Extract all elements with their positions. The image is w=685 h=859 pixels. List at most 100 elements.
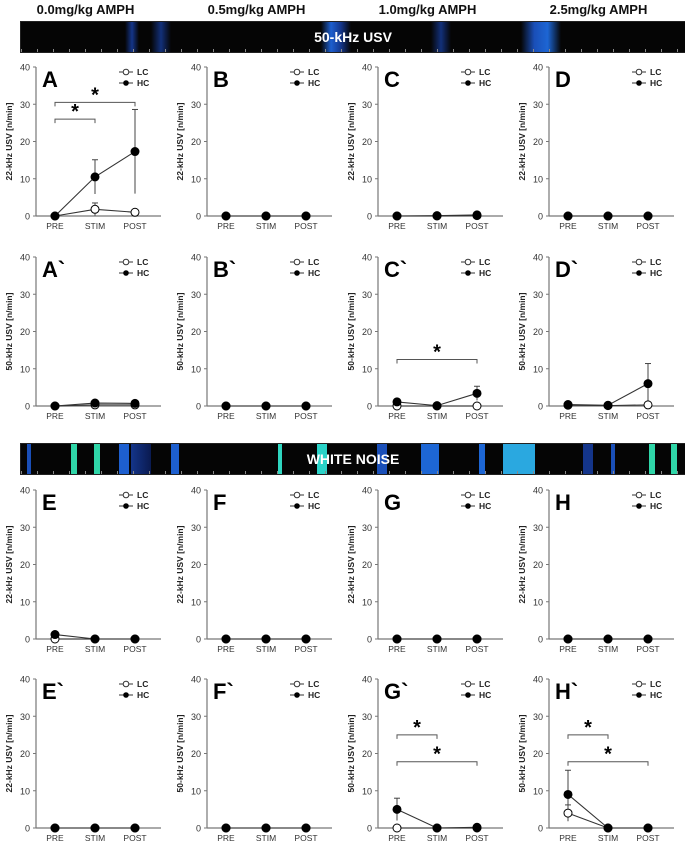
legend-hc-marker-icon (294, 80, 300, 86)
legend-lc-marker-icon (465, 69, 471, 75)
panel-letter: H` (555, 679, 578, 704)
y-tick-label: 30 (533, 523, 543, 533)
legend-lc-label: LC (479, 490, 490, 500)
x-tick-label: STIM (598, 644, 618, 654)
y-tick-label: 0 (538, 212, 543, 222)
x-tick-label: STIM (85, 644, 105, 654)
legend-lc-marker-icon (294, 69, 300, 75)
data-point-hc (302, 402, 310, 410)
y-tick-label: 10 (20, 597, 30, 607)
panel-letter: B` (213, 257, 236, 282)
legend-hc-marker-icon (465, 503, 471, 509)
legend-hc-label: HC (479, 78, 491, 88)
x-tick-label: STIM (427, 221, 447, 231)
panel-letter: E (42, 490, 57, 515)
y-tick-label: 10 (191, 786, 201, 796)
y-tick-label: 40 (20, 63, 30, 73)
y-axis-label: 22-kHz USV [n/min] (175, 525, 185, 603)
spectrogram-ticks (21, 471, 685, 474)
data-point-hc (433, 824, 441, 832)
data-point-lc (644, 401, 652, 409)
data-point-hc (393, 635, 401, 643)
legend-lc-marker-icon (123, 492, 129, 498)
legend-hc-label: HC (137, 501, 149, 511)
data-point-hc (222, 635, 230, 643)
legend-lc-marker-icon (123, 681, 129, 687)
legend-lc-label: LC (650, 67, 661, 77)
y-tick-label: 30 (191, 100, 201, 110)
y-axis-label: 22-kHz USV [n/min] (517, 102, 527, 180)
legend-lc-marker-icon (294, 681, 300, 687)
y-tick-label: 10 (191, 364, 201, 374)
y-axis-label: 50-kHz USV [n/min] (346, 714, 356, 792)
data-point-hc (644, 824, 652, 832)
x-tick-label: PRE (388, 644, 406, 654)
y-tick-label: 0 (25, 212, 30, 222)
significance-star: * (91, 84, 99, 106)
legend-hc-marker-icon (123, 80, 129, 86)
data-point-hc (91, 173, 99, 181)
legend-lc-label: LC (479, 67, 490, 77)
y-tick-label: 0 (538, 635, 543, 645)
y-axis-label: 50-kHz USV [n/min] (175, 714, 185, 792)
panel-letter: C (384, 67, 400, 92)
x-tick-label: STIM (85, 411, 105, 421)
data-point-hc (302, 824, 310, 832)
panel-letter: F` (213, 679, 234, 704)
y-tick-label: 0 (25, 635, 30, 645)
y-axis-label: 22-kHz USV [n/min] (4, 102, 14, 180)
data-point-hc (91, 824, 99, 832)
legend-lc-label: LC (650, 490, 661, 500)
legend-hc-marker-icon (636, 270, 642, 276)
y-tick-label: 40 (533, 675, 543, 685)
significance-star: * (433, 341, 441, 363)
data-point-lc (91, 205, 99, 213)
x-tick-label: PRE (559, 221, 577, 231)
data-point-lc (131, 208, 139, 216)
x-tick-label: STIM (256, 411, 276, 421)
legend-lc-label: LC (137, 257, 148, 267)
y-tick-label: 10 (191, 597, 201, 607)
data-point-hc (222, 824, 230, 832)
data-point-hc (302, 635, 310, 643)
y-tick-label: 40 (533, 486, 543, 496)
x-tick-label: STIM (427, 644, 447, 654)
x-tick-label: PRE (217, 221, 235, 231)
legend-lc-label: LC (479, 679, 490, 689)
legend-hc-label: HC (308, 690, 320, 700)
legend-hc-marker-icon (465, 270, 471, 276)
spectrogram-50khz-usv: 50-kHz USV (20, 21, 685, 53)
data-point-hc (51, 402, 59, 410)
data-point-hc (131, 399, 139, 407)
y-tick-label: 30 (20, 523, 30, 533)
legend-hc-label: HC (308, 501, 320, 511)
legend-hc-label: HC (308, 268, 320, 278)
panel-letter: A` (42, 257, 65, 282)
legend-hc-label: HC (308, 78, 320, 88)
legend-lc-marker-icon (636, 69, 642, 75)
x-tick-label: POST (465, 644, 488, 654)
data-point-hc (604, 635, 612, 643)
y-tick-label: 20 (533, 137, 543, 147)
x-tick-label: STIM (256, 644, 276, 654)
y-axis-label: 22-kHz USV [n/min] (346, 102, 356, 180)
series-line-hc (568, 794, 648, 828)
panel-letter: H (555, 490, 571, 515)
data-point-hc (644, 212, 652, 220)
y-tick-label: 30 (20, 712, 30, 722)
legend-hc-marker-icon (636, 80, 642, 86)
column-header-0mg: 0.0mg/kg AMPH (0, 2, 171, 17)
y-tick-label: 0 (367, 402, 372, 412)
data-point-hc (91, 635, 99, 643)
y-tick-label: 20 (362, 749, 372, 759)
y-tick-label: 30 (191, 523, 201, 533)
data-point-hc (51, 212, 59, 220)
y-tick-label: 30 (362, 523, 372, 533)
panel-letter: C` (384, 257, 407, 282)
